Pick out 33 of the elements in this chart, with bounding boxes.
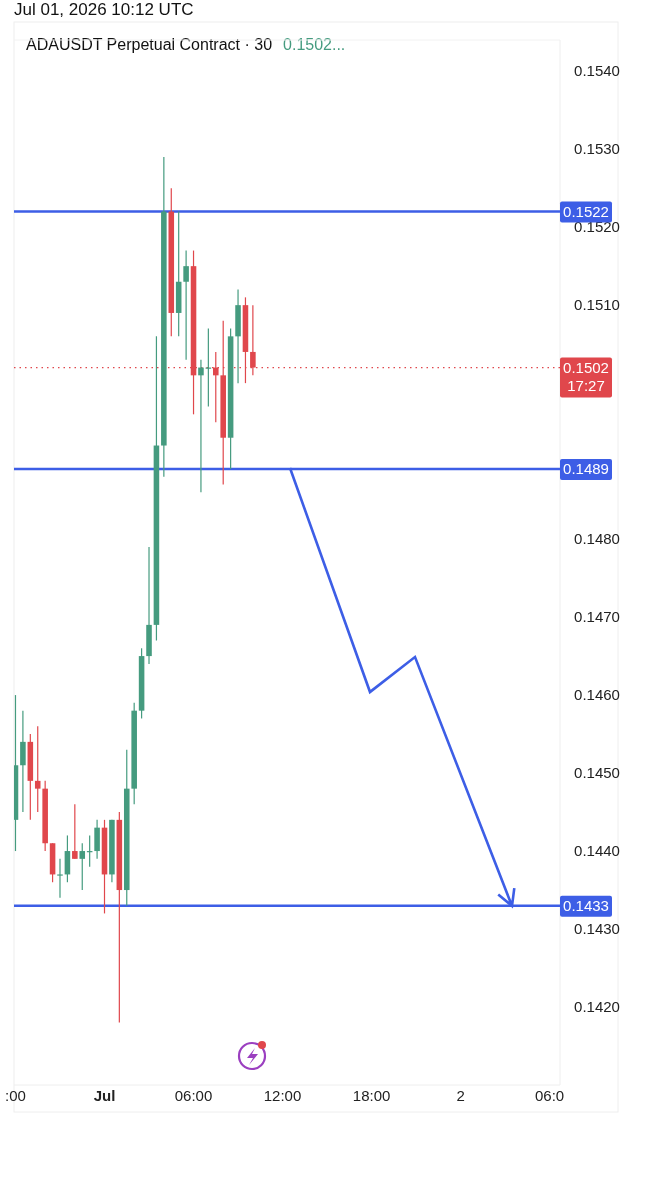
y-tick-label: 0.1450 (574, 764, 620, 782)
chart-subtitle: ADAUSDT Perpetual Contract · 30 (26, 36, 273, 53)
y-tick-label: 0.1510 (574, 296, 620, 314)
candlestick (20, 710, 26, 813)
y-tick-label: 0.1470 (574, 608, 620, 626)
candlestick (72, 803, 78, 860)
y-tick-label: 0.1520 (574, 218, 620, 236)
x-tick-label: 06:00 (174, 1087, 213, 1104)
candlestick (34, 725, 41, 813)
ref-line-label: 0.1433 (563, 896, 609, 914)
y-tick-label: 0.1530 (574, 140, 620, 158)
candlestick (183, 249, 189, 361)
x-tick-label: 2 (456, 1087, 465, 1104)
x-tick-label: :00 (5, 1087, 26, 1104)
y-tick-label: 0.1430 (574, 920, 620, 938)
candlestick (79, 842, 86, 891)
candlestick (57, 858, 63, 899)
y-tick-label: 0.1460 (574, 686, 620, 704)
chart-title: Jul 01, 2026 10:12 UTC (14, 0, 194, 19)
candlestick (198, 359, 204, 493)
x-tick-label: 18:00 (352, 1087, 391, 1104)
x-tick-label: 12:00 (263, 1087, 302, 1104)
annotation: 0.1502... (283, 36, 346, 53)
y-tick-label: 0.1480 (574, 530, 620, 548)
candlestick (94, 819, 100, 860)
y-tick-label: 0.1540 (574, 62, 620, 80)
ref-line-label: 0.1502 17:27 (563, 358, 609, 394)
x-tick-label: Jul (93, 1087, 116, 1104)
ref-line-label: 0.1522 (563, 202, 609, 220)
y-tick-label: 0.1440 (574, 842, 620, 860)
y-tick-label: 0.1420 (574, 998, 620, 1016)
x-tick-label: 06:0 (535, 1087, 565, 1104)
ref-line-label: 0.1489 (563, 459, 609, 477)
